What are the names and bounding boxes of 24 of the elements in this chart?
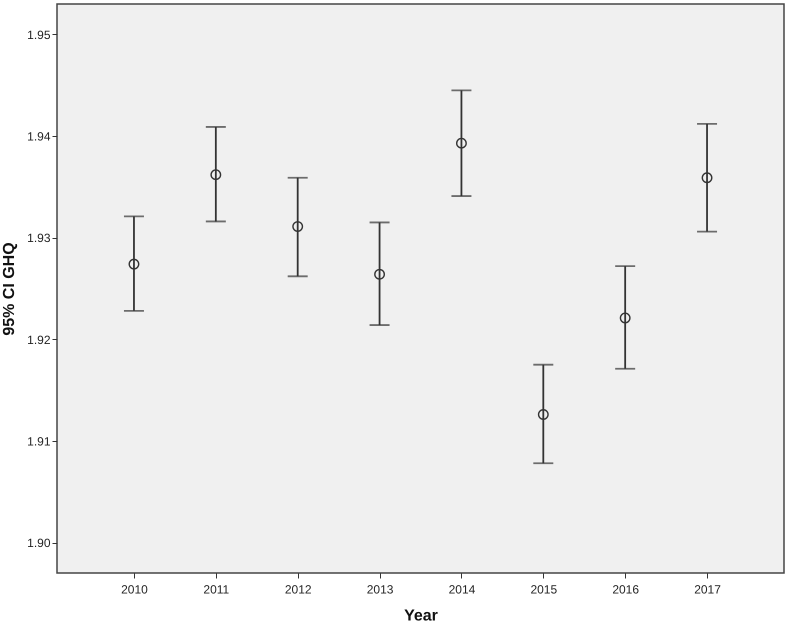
y-tick-label: 1.95 — [27, 28, 51, 42]
point — [128, 258, 140, 270]
x-tick-label: 2016 — [612, 582, 640, 596]
y-axis-title: 95% CI GHQ — [1, 242, 18, 336]
x-axis-title: Year — [404, 608, 438, 624]
x-tick-label: 2014 — [448, 582, 476, 596]
x-tick-label: 2011 — [203, 582, 230, 596]
y-tick-label: 1.91 — [27, 434, 51, 448]
point — [456, 138, 467, 149]
y-tick-label: 1.92 — [27, 332, 51, 347]
x-tick-label: 2015 — [530, 582, 558, 596]
point — [374, 268, 386, 280]
y-tick-label: 1.94 — [27, 130, 51, 144]
point — [702, 172, 712, 184]
x-tick-label: 2012 — [284, 582, 312, 596]
point — [538, 409, 549, 420]
point — [292, 221, 304, 232]
y-tick-label: 1.93 — [27, 231, 51, 246]
x-tick-label: 2017 — [694, 582, 722, 596]
x-tick-label: 2013 — [366, 582, 394, 596]
x-tick-label: 2010 — [121, 582, 148, 596]
point — [210, 169, 222, 180]
point — [620, 312, 631, 324]
y-tick-label: 1.90 — [27, 536, 51, 550]
